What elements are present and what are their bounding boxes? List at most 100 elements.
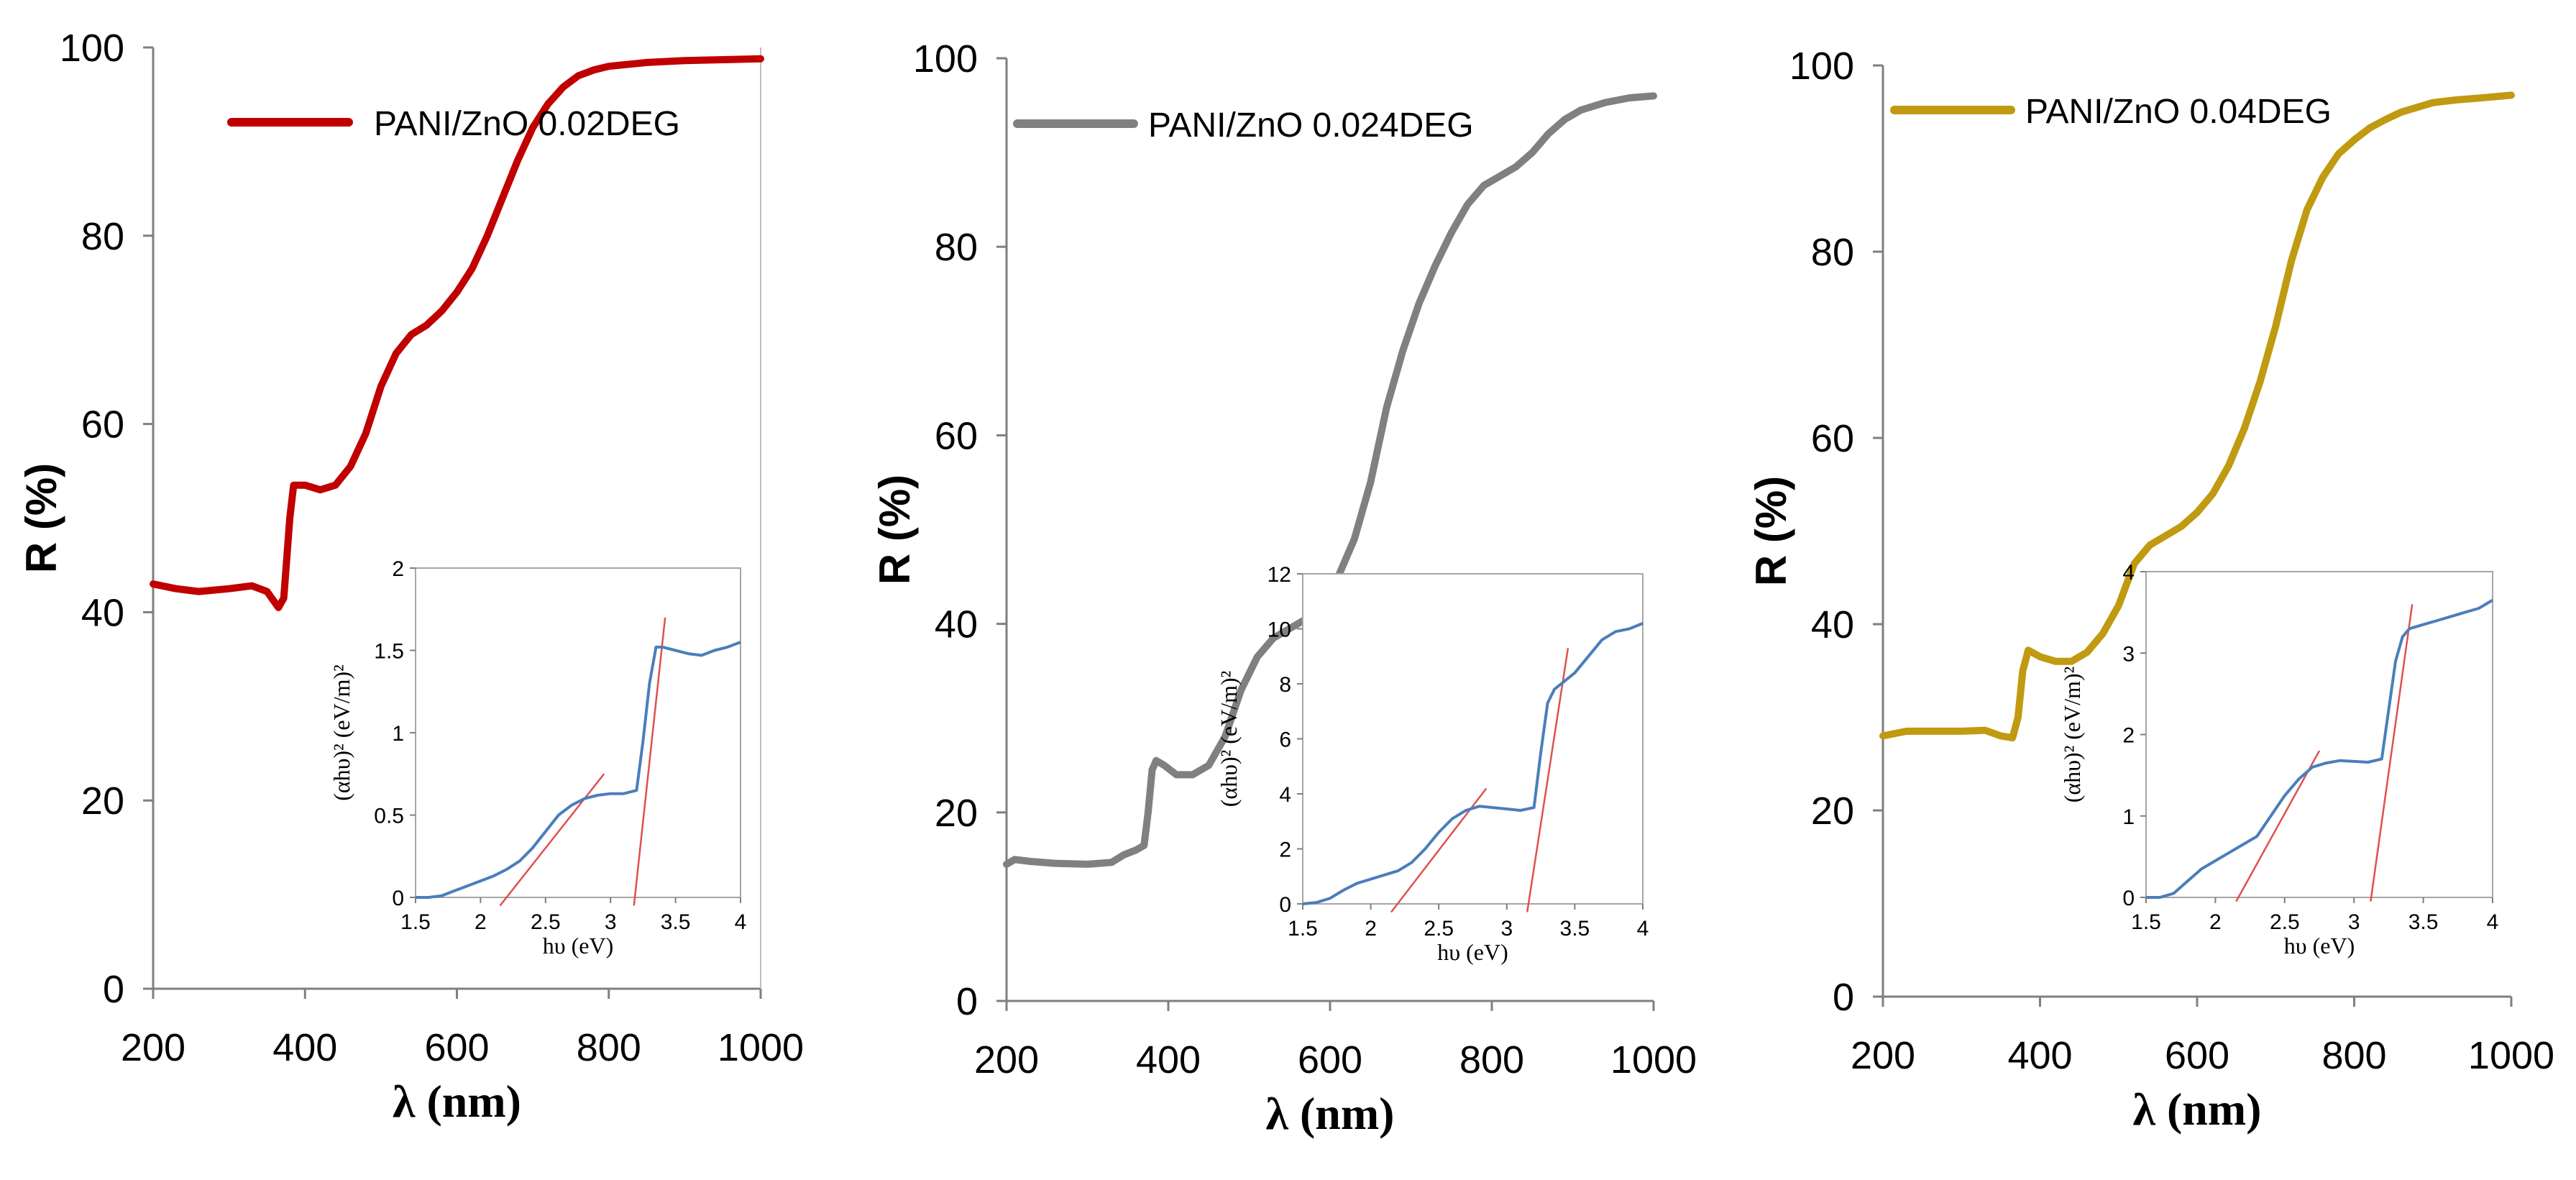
x-axis-label: λ (nm): [393, 1076, 521, 1127]
y-tick-label: 100: [913, 37, 978, 81]
x-tick-label: 400: [272, 1026, 337, 1069]
inset-y-tick-label: 1: [392, 722, 404, 746]
inset-x-tick-label: 4: [1637, 917, 1649, 941]
y-tick-label: 80: [81, 215, 124, 258]
inset-x-tick-label: 2: [2209, 910, 2222, 934]
inset-frame: [415, 567, 741, 898]
inset-x-axis-label: hυ (eV): [1437, 939, 1508, 965]
x-axis-label: λ (nm): [1266, 1088, 1395, 1139]
inset-y-axis-label: (αhυ)² (eV/m)²: [1216, 671, 1242, 808]
inset-x-tick-label: 3: [605, 910, 617, 934]
inset-frame: [1302, 573, 1644, 905]
tauc-fit-line: [2370, 604, 2414, 902]
inset-y-tick-label: 2: [2122, 724, 2135, 748]
x-tick-label: 600: [1298, 1038, 1362, 1081]
x-tick-label: 200: [1851, 1034, 1915, 1077]
inset-y-tick-label: 0: [2122, 887, 2135, 910]
inset-x-tick-label: 3.5: [2408, 910, 2439, 934]
inset-x-axis-label: hυ (eV): [543, 933, 613, 959]
y-tick-label: 100: [1789, 45, 1854, 88]
x-tick-label: 200: [121, 1026, 185, 1069]
x-tick-label: 600: [2165, 1034, 2229, 1077]
y-tick-label: 0: [956, 980, 978, 1023]
inset-y-tick-label: 0: [1279, 893, 1291, 917]
inset-chart: 0 0.5 1 1.5 2 1.5 2 2.5 3 3.5 4 hυ (eV) (αhυ)² (eV/m…: [329, 557, 746, 959]
inset-y-tick-label: 1.5: [374, 640, 404, 664]
inset-x-tick-label: 3.5: [661, 910, 691, 934]
y-tick-label: 20: [81, 779, 124, 823]
inset-x-tick-label: 1.5: [1288, 917, 1318, 941]
inset-chart: 0 2 4 6 8 10 12 1.5 2 2.5 3 3.5 4 hυ (eV) (αhυ)² (eV/m…: [1216, 563, 1649, 965]
series-line: [1003, 92, 1657, 868]
inset-curve: [1302, 622, 1644, 905]
inset-y-tick-label: 4: [1279, 783, 1291, 807]
inset-y-tick-label: 12: [1268, 563, 1291, 587]
inset-x-axis-label: hυ (eV): [2284, 933, 2355, 959]
y-tick-label: 20: [1811, 790, 1854, 833]
y-tick-label: 20: [935, 792, 978, 835]
y-tick-label: 100: [60, 27, 124, 70]
inset-x-tick-label: 4: [2487, 910, 2499, 934]
inset-y-tick-label: 0.5: [374, 805, 404, 828]
y-tick-label: 0: [103, 968, 124, 1011]
x-tick-label: 1000: [718, 1026, 804, 1069]
inset-x-tick-label: 2.5: [2270, 910, 2300, 934]
inset-x-tick-label: 3: [2348, 910, 2360, 934]
x-tick-label: 400: [1136, 1038, 1201, 1081]
inset-y-tick-label: 1: [2122, 805, 2135, 829]
inset-x-tick-label: 3: [1500, 917, 1513, 941]
inset-x-tick-label: 1.5: [400, 910, 431, 934]
inset-y-tick-label: 3: [2122, 642, 2135, 666]
y-axis-label: R (%): [871, 475, 919, 585]
tauc-fit-line: [2235, 750, 2321, 902]
inset-x-tick-label: 2: [1365, 917, 1377, 941]
tauc-fit-line: [499, 773, 605, 907]
series-line: [1879, 91, 2515, 741]
y-tick-label: 40: [1811, 603, 1854, 646]
inset-y-tick-label: 10: [1268, 618, 1291, 642]
inset-x-tick-label: 2.5: [1424, 917, 1454, 941]
inset-x-tick-label: 4: [735, 910, 747, 934]
inset-y-axis-label: (αhυ)² (eV/m)²: [2059, 667, 2085, 803]
inset-y-axis-label: (αhυ)² (eV/m)²: [329, 664, 354, 801]
inset-y-tick-label: 4: [2122, 561, 2135, 585]
x-tick-label: 600: [424, 1026, 489, 1069]
legend-label: PANI/ZnO 0.02DEG: [374, 105, 680, 143]
inset-x-tick-label: 2: [475, 910, 487, 934]
inset-y-tick-label: 2: [1279, 838, 1291, 862]
inset-curve: [416, 641, 741, 899]
legend-label: PANI/ZnO 0.04DEG: [2025, 93, 2332, 131]
inset-x-tick-label: 2.5: [531, 910, 561, 934]
y-tick-label: 60: [1811, 417, 1854, 460]
inset-x-tick-label: 1.5: [2131, 910, 2161, 934]
x-tick-label: 1000: [1610, 1038, 1697, 1081]
x-tick-label: 800: [1459, 1038, 1524, 1081]
inset-curve: [2146, 598, 2494, 899]
y-axis-label: R (%): [17, 463, 65, 573]
inset-frame: [2145, 571, 2493, 898]
y-axis-label: R (%): [1747, 476, 1795, 586]
y-tick-label: 60: [935, 414, 978, 457]
legend-label: PANI/ZnO 0.024DEG: [1148, 106, 1474, 145]
tauc-fit-line: [1526, 648, 1569, 913]
x-tick-label: 800: [577, 1026, 641, 1069]
inset-y-tick-label: 0: [392, 887, 404, 910]
x-tick-label: 400: [2007, 1034, 2072, 1077]
inset-y-tick-label: 8: [1279, 673, 1291, 697]
x-tick-label: 1000: [2468, 1034, 2554, 1077]
inset-y-tick-label: 2: [392, 557, 404, 581]
y-tick-label: 80: [935, 226, 978, 269]
y-tick-label: 0: [1833, 976, 1854, 1019]
inset-chart: 0 1 2 3 4 1.5 2 2.5 3 3.5 4 hυ (eV) (αhυ)² (eV/m)²: [2059, 561, 2498, 959]
inset-x-tick-label: 3.5: [1560, 917, 1590, 941]
x-tick-label: 800: [2321, 1034, 2386, 1077]
series-line: [150, 55, 764, 611]
tauc-fit-line: [633, 617, 666, 906]
y-tick-label: 40: [935, 603, 978, 646]
x-tick-label: 200: [974, 1038, 1039, 1081]
